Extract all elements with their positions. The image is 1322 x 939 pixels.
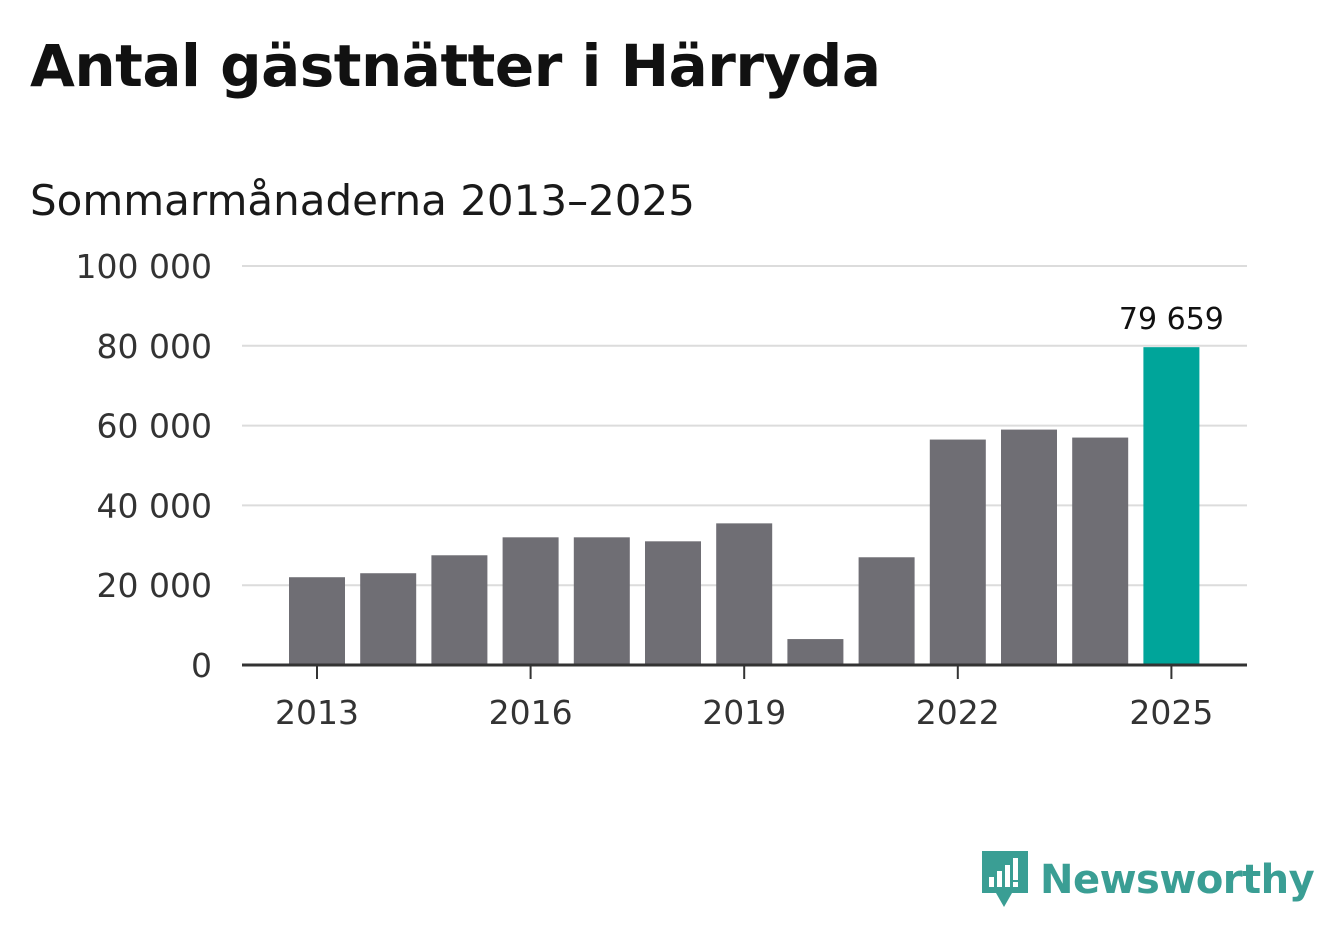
bar — [289, 577, 345, 665]
y-tick-label: 80 000 — [97, 327, 212, 366]
y-tick-label: 60 000 — [97, 407, 212, 446]
bar — [716, 523, 773, 665]
bar — [1001, 429, 1057, 665]
x-tick-label: 2013 — [275, 693, 359, 732]
bar — [360, 573, 417, 665]
chart-subtitle: Sommarmånaderna 2013–2025 — [30, 176, 695, 225]
bar — [858, 557, 915, 665]
y-tick-label: 0 — [191, 646, 212, 685]
y-tick-label: 20 000 — [97, 566, 212, 605]
bar — [431, 555, 488, 665]
bar — [573, 537, 630, 665]
y-tick-label: 100 000 — [76, 247, 212, 286]
bar — [929, 439, 986, 665]
x-tick-label: 2025 — [1129, 693, 1213, 732]
brand-logo: Newsworthy — [980, 848, 1315, 912]
bar — [1143, 347, 1200, 665]
bar — [645, 541, 701, 665]
chart-title: Antal gästnätter i Härryda — [30, 32, 881, 100]
bar-chart-speech-bubble-icon — [982, 851, 1028, 907]
x-tick-label: 2016 — [489, 693, 573, 732]
x-tick-label: 2019 — [702, 693, 786, 732]
data-label: 79 659 — [1119, 302, 1224, 337]
bar — [502, 537, 559, 665]
bar — [1072, 437, 1129, 665]
bar — [787, 639, 844, 665]
y-tick-label: 40 000 — [97, 486, 212, 525]
brand-name: Newsworthy — [1040, 857, 1315, 903]
x-tick-label: 2022 — [916, 693, 1000, 732]
